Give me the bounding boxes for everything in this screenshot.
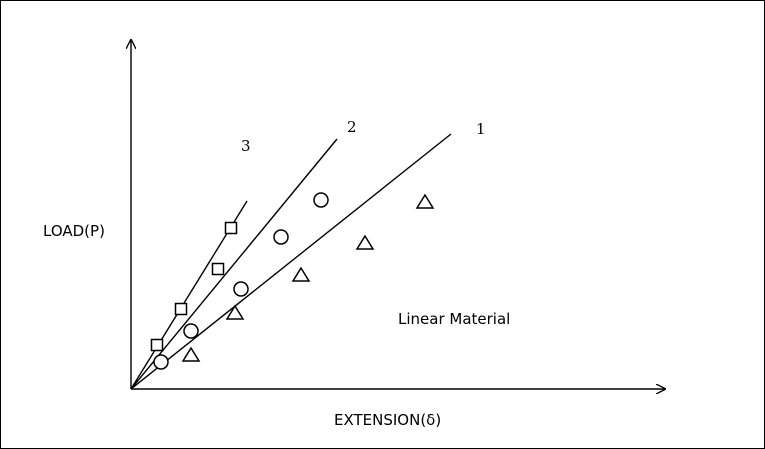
series-1-point-5 [415,193,435,209]
series-2-point-3 [233,281,249,297]
series-2-point-2 [183,323,199,339]
series-label-1: 1 [476,120,486,138]
annotation-linear-material: Linear Material [398,310,510,328]
series-2-point-1 [153,354,169,370]
series-3-point-1 [150,338,164,352]
series-2-line [130,138,338,390]
x-axis-label: EXTENSION(δ) [334,411,441,429]
series-1-line [130,133,452,390]
series-3-point-2 [174,302,188,316]
series-1-point-1 [181,346,201,362]
y-axis-label: LOAD(P) [43,222,105,240]
series-3-point-4 [224,221,238,235]
series-2-point-4 [273,229,289,245]
series-1-point-2 [225,304,245,320]
series-label-2: 2 [347,118,357,136]
series-3-point-3 [211,262,225,276]
series-label-3: 3 [241,137,251,155]
series-2-point-5 [313,192,329,208]
series-layer [130,133,452,390]
series-1-point-4 [355,234,375,250]
series-1-point-3 [291,266,311,282]
